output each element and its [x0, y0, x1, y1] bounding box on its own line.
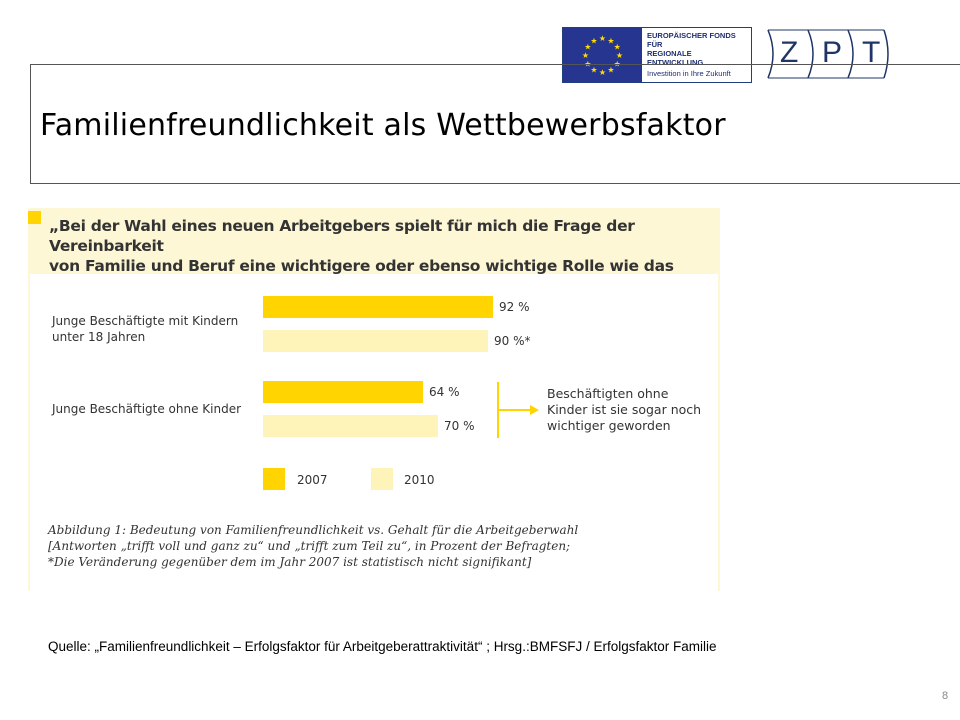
data-label-2010-cat1: 70 %	[444, 419, 475, 433]
figure-marker-square	[28, 211, 41, 224]
note-line-1: Beschäftigten ohne	[547, 386, 669, 401]
category-label-line1: Junge Beschäftigte mit Kindern	[52, 314, 239, 328]
eu-star-icon: ★	[616, 51, 623, 60]
figure-caption: Abbildung 1: Bedeutung von Familienfreun…	[48, 522, 578, 570]
eu-star-icon: ★	[599, 68, 606, 77]
eu-logo-tagline: Investition in Ihre Zukunft	[647, 69, 731, 78]
caption-line-2: [Antworten „trifft voll und ganz zu“ und…	[48, 539, 571, 553]
data-label-2010-cat0: 90 %*	[494, 334, 531, 348]
eu-logo-line1: EUROPÄISCHER FONDS FÜR	[647, 31, 736, 49]
eu-star-icon: ★	[590, 66, 597, 75]
eu-star-icon: ★	[614, 43, 621, 52]
chart-figure: „Bei der Wahl eines neuen Arbeitgebers s…	[28, 208, 720, 591]
eu-star-icon: ★	[607, 66, 614, 75]
note-line-3: wichtiger geworden	[547, 418, 671, 433]
eu-star-icon: ★	[599, 34, 606, 43]
category-label-line2: unter 18 Jahren	[52, 330, 146, 344]
legend-swatch-2007	[263, 468, 285, 490]
title-frame	[30, 64, 960, 184]
zpt-letter-z: Z	[780, 36, 799, 69]
eu-star-icon: ★	[607, 36, 614, 45]
caption-line-1: Abbildung 1: Bedeutung von Familienfreun…	[48, 523, 579, 537]
legend-label-2010: 2010	[404, 473, 435, 487]
note-line-2: Kinder ist sie sogar noch	[547, 402, 702, 417]
bar-2010-cat1	[263, 415, 438, 437]
eu-star-icon: ★	[590, 36, 597, 45]
caption-line-3: *Die Veränderung gegenüber dem im Jahr 2…	[48, 555, 532, 569]
source-citation: Quelle: „Familienfreundlichkeit – Erfolg…	[48, 639, 717, 654]
zpt-letter-t: T	[862, 36, 881, 69]
zpt-letter-p: P	[822, 36, 843, 69]
data-label-2007-cat1: 64 %	[429, 385, 460, 399]
eu-star-icon: ★	[582, 51, 589, 60]
eu-logo-line2: REGIONALE ENTWICKLUNG	[647, 49, 704, 67]
page-number: 8	[942, 690, 949, 702]
eu-regional-fund-logo: ★ ★ ★ ★ ★ ★ ★ ★ ★ ★ ★ ★ EUROPÄISCHER FONDS FÜR REGI…	[562, 27, 752, 83]
bar-chart: 92 % 64 % 90 %* 70 %	[263, 296, 539, 490]
annotation-arrow-head	[530, 405, 539, 415]
category-label-without-children: Junge Beschäftigte ohne Kinder	[52, 402, 242, 416]
legend-label-2007: 2007	[297, 473, 328, 487]
chart-panel: 92 % 64 % 90 %* 70 % Junge Beschäftigte mit…	[30, 274, 718, 591]
bar-2007-cat1	[263, 381, 423, 403]
zpt-logo: Z P T	[762, 26, 892, 82]
bar-2010-cat0	[263, 330, 488, 352]
category-label-with-children: Junge Beschäftigte mit Kindern unter 18 …	[52, 313, 238, 345]
quote-line-1: „Bei der Wahl eines neuen Arbeitgebers s…	[49, 217, 635, 255]
annotation-note: Beschäftigten ohne Kinder ist sie sogar …	[547, 386, 701, 434]
legend-swatch-2010	[371, 468, 393, 490]
bar-2007-cat0	[263, 296, 493, 318]
page-title: Familienfreundlichkeit als Wettbewerbsfa…	[40, 108, 726, 143]
eu-star-icon: ★	[584, 43, 591, 52]
data-label-2007-cat0: 92 %	[499, 300, 530, 314]
